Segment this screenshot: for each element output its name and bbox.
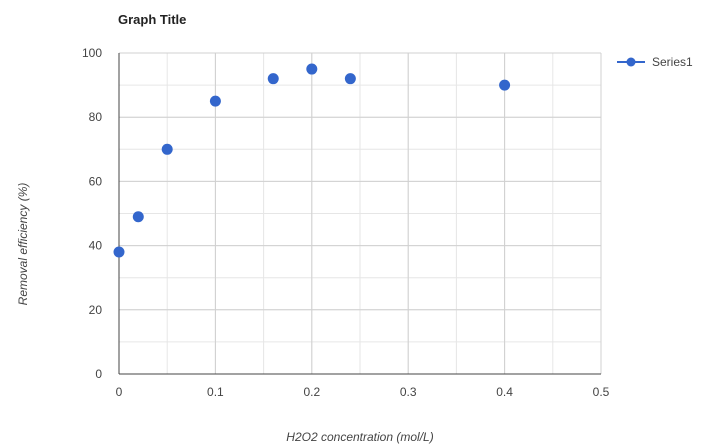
grid [118, 52, 602, 375]
x-tick-label: 0.1 [207, 385, 224, 399]
data-point[interactable] [161, 143, 173, 155]
data-point[interactable] [132, 211, 144, 223]
y-tick-label: 40 [89, 239, 103, 253]
x-tick-label: 0.2 [303, 385, 320, 399]
legend[interactable]: Series1 [617, 55, 693, 69]
data-point[interactable] [499, 79, 511, 91]
y-tick-label: 20 [89, 303, 103, 317]
y-axis-label: Removal efficiency (%) [16, 183, 30, 306]
data-point[interactable] [113, 246, 125, 258]
y-tick-label: 100 [82, 46, 102, 60]
x-tick-label: 0.5 [593, 385, 610, 399]
x-tick-label: 0.4 [496, 385, 513, 399]
data-points [113, 63, 511, 258]
y-tick-label: 0 [95, 367, 102, 381]
data-point[interactable] [306, 63, 318, 75]
x-axis-ticks: 0 0.1 0.2 0.3 0.4 0.5 [116, 385, 610, 399]
x-tick-label: 0.3 [400, 385, 417, 399]
data-point[interactable] [344, 73, 356, 85]
legend-label: Series1 [652, 55, 693, 69]
data-point[interactable] [267, 73, 279, 85]
legend-marker [626, 57, 636, 67]
data-point[interactable] [209, 95, 221, 107]
x-tick-label: 0 [116, 385, 123, 399]
y-axis-ticks: 0 20 40 60 80 100 [82, 46, 102, 381]
axes [118, 53, 601, 375]
y-tick-label: 80 [89, 110, 103, 124]
x-axis-label: H2O2 concentration (mol/L) [286, 430, 433, 444]
chart-title: Graph Title [118, 12, 186, 27]
y-tick-label: 60 [89, 174, 103, 188]
